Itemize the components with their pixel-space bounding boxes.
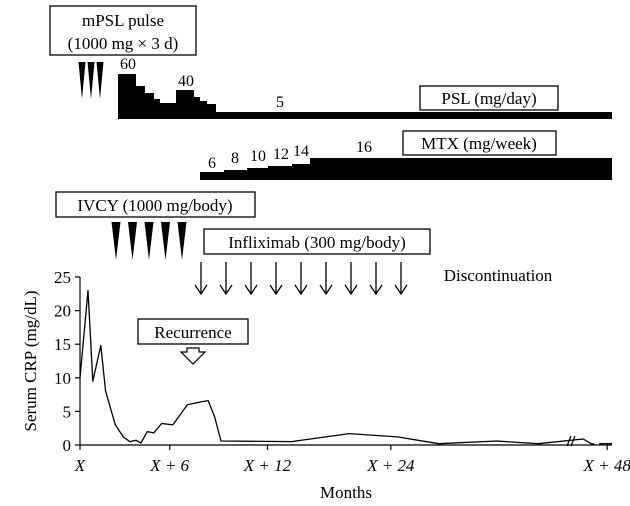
y-tick-label: 25 [54, 268, 71, 287]
y-tick-label: 20 [54, 302, 71, 321]
mpsl-label-line1: mPSL pulse [82, 11, 164, 30]
mtx-dose-label-8: 8 [231, 150, 239, 167]
ivcy-pulse-triangle [177, 222, 187, 260]
mtx-dose-label-14: 14 [293, 143, 309, 160]
x-axis-ticks: X X + 6 X + 12 X + 24 X + 48 [74, 445, 630, 475]
infliximab-group: Infliximab (300 mg/body) Discontinuation [194, 228, 553, 296]
crp-plot: 0 5 10 15 20 25 X X + 6 X + 12 X + 24 X + 48 Seru… [21, 268, 630, 502]
infliximab-dose-arrow [344, 262, 358, 296]
mtx-dose-bar [200, 158, 612, 180]
y-tick-label: 15 [54, 335, 71, 354]
mtx-dose-label-10: 10 [250, 148, 266, 165]
axis-break-marker [566, 435, 576, 447]
recurrence-label: Recurrence [154, 323, 231, 342]
mtx-dose-label-6: 6 [208, 155, 216, 172]
mtx-label: MTX (mg/week) [421, 134, 537, 153]
ivcy-label: IVCY (1000 mg/body) [77, 196, 232, 215]
psl-dose-label-40: 40 [178, 73, 194, 90]
psl-group: 60 40 5 PSL (mg/day) [118, 56, 612, 119]
infliximab-dose-markers [194, 262, 408, 296]
infliximab-dose-arrow [369, 262, 383, 296]
x-tick-label: X + 12 [243, 456, 292, 475]
mtx-group: MTX (mg/week) 6 8 10 12 14 16 [200, 130, 612, 180]
infliximab-dose-arrow [269, 262, 283, 296]
mpsl-pulse-triangle [78, 62, 86, 99]
x-axis-title: Months [320, 483, 372, 502]
infliximab-dose-arrow [244, 262, 258, 296]
mpsl-label-box [49, 5, 197, 56]
ivcy-pulse-triangle [111, 222, 121, 260]
psl-label: PSL (mg/day) [441, 89, 536, 108]
infliximab-dose-arrow [294, 262, 308, 296]
mpsl-pulse-triangle [87, 62, 95, 99]
psl-dose-label-60: 60 [120, 56, 136, 73]
mpsl-pulse-triangle [96, 62, 104, 99]
infliximab-dose-arrow [394, 262, 408, 296]
y-tick-label: 0 [63, 436, 72, 455]
mtx-dose-label-12: 12 [273, 146, 289, 163]
y-tick-label: 10 [54, 369, 71, 388]
psl-dose-bar [118, 74, 612, 119]
infliximab-dose-arrow [319, 262, 333, 296]
ivcy-pulse-triangle [144, 222, 154, 260]
infliximab-dose-arrow [194, 262, 208, 296]
infliximab-label: Infliximab (300 mg/body) [228, 233, 406, 252]
mpsl-pulse-markers [78, 62, 104, 99]
x-tick-label: X [74, 456, 86, 475]
crp-series [79, 289, 612, 445]
recurrence-callout: Recurrence [137, 318, 249, 365]
recurrence-label-box [137, 318, 249, 345]
ivcy-pulse-triangle [161, 222, 170, 260]
infliximab-dose-arrow [219, 262, 233, 296]
ivcy-group: IVCY (1000 mg/body) [55, 191, 256, 260]
mpsl-label-line2: (1000 mg × 3 d) [68, 34, 179, 53]
psl-dose-label-5: 5 [276, 94, 284, 111]
x-tick-label: X + 24 [366, 456, 415, 475]
crp-line [79, 289, 595, 445]
y-axis-title: Serum CRP (mg/dL) [21, 290, 40, 431]
mtx-dose-label-16: 16 [356, 139, 372, 156]
mpsl-group: mPSL pulse (1000 mg × 3 d) [49, 5, 197, 99]
infliximab-label-box [203, 228, 431, 255]
mtx-label-box [402, 130, 557, 156]
x-tick-label: X + 48 [583, 456, 630, 475]
discontinuation-label: Discontinuation [444, 266, 553, 285]
ivcy-label-box [55, 191, 256, 218]
x-tick-label: X + 6 [149, 456, 189, 475]
recurrence-arrow [179, 347, 207, 365]
y-axis-ticks: 0 5 10 15 20 25 [54, 268, 80, 455]
y-tick-label: 5 [63, 402, 72, 421]
psl-label-box [419, 85, 559, 111]
ivcy-pulse-markers [111, 222, 187, 260]
ivcy-pulse-triangle [128, 222, 137, 260]
